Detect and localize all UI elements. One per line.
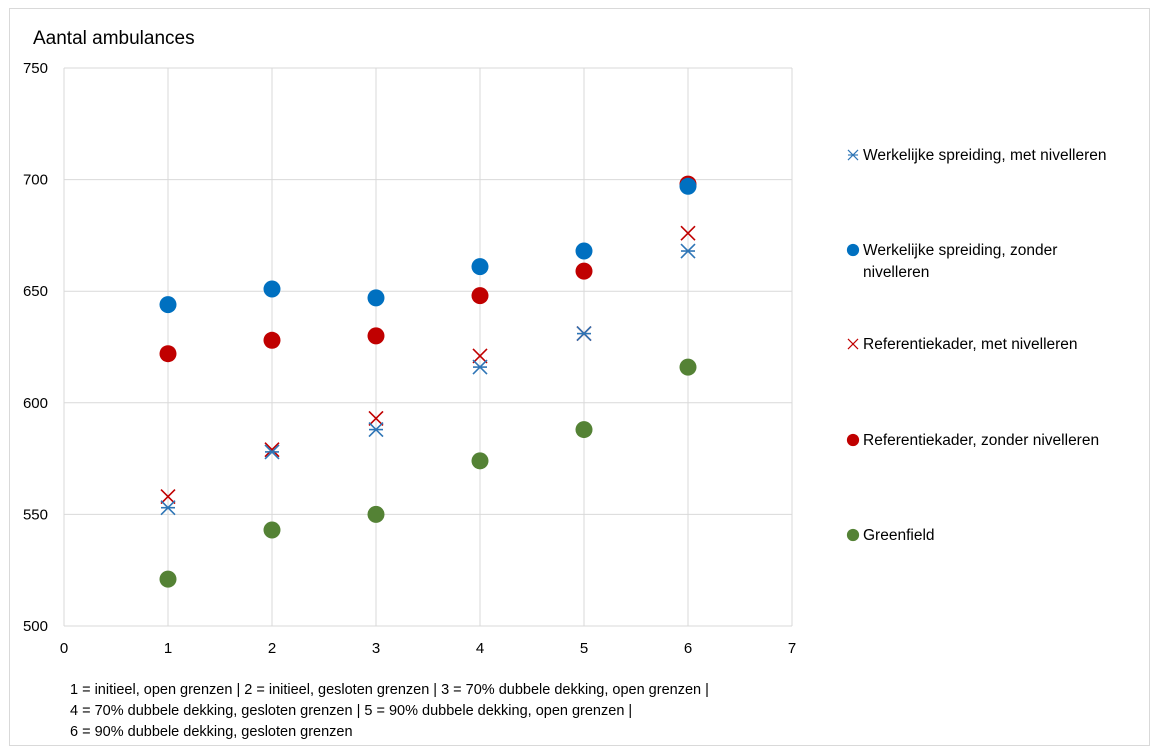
x-tick-label: 0 <box>60 640 68 657</box>
legend-item: Referentiekader, met nivelleren <box>847 336 1078 353</box>
x-tick-label: 6 <box>684 640 692 657</box>
data-point <box>264 444 280 460</box>
legend-marker <box>847 149 859 161</box>
legend-marker <box>847 338 859 350</box>
legend-marker-shape <box>846 433 860 447</box>
legend-item: Greenfield <box>846 527 935 544</box>
legend: Werkelijke spreiding, met nivelleren Werk… <box>846 147 1107 544</box>
legend-label: Referentiekader, met nivelleren <box>863 336 1078 353</box>
legend-label: Referentiekader, zonder nivelleren <box>863 432 1099 449</box>
y-tick-label: 650 <box>23 283 48 300</box>
data-point-shape <box>575 421 593 439</box>
x-tick-label: 5 <box>580 640 588 657</box>
grid <box>63 67 793 627</box>
data-point <box>160 488 176 505</box>
footnote-line: 6 = 90% dubbele dekking, gesloten grenze… <box>70 724 353 740</box>
x-tick-label: 4 <box>476 640 484 657</box>
data-point <box>263 280 281 298</box>
data-point-shape <box>263 280 281 298</box>
data-point-shape <box>159 570 177 588</box>
data-point-shape <box>575 242 593 260</box>
x-tick-label: 1 <box>164 640 172 657</box>
data-point <box>680 243 696 259</box>
legend-marker <box>846 528 860 542</box>
legend-marker-stroke <box>847 338 859 350</box>
data-point <box>680 225 696 241</box>
data-point <box>367 505 385 523</box>
x-tick-label: 2 <box>268 640 276 657</box>
data-point <box>472 359 488 375</box>
data-point-stroke <box>160 488 176 505</box>
data-point <box>264 442 280 458</box>
legend-marker <box>846 433 860 447</box>
legend-item: Werkelijke spreiding, met nivelleren <box>847 147 1107 164</box>
footnote-line: 4 = 70% dubbele dekking, gesloten grenze… <box>70 703 632 719</box>
legend-label: Werkelijke spreiding, zonder <box>863 242 1057 259</box>
y-tick-label: 700 <box>23 172 48 189</box>
data-point <box>367 289 385 307</box>
data-point <box>368 410 384 426</box>
data-point <box>263 521 281 539</box>
y-axis-title: Aantal ambulances <box>33 28 195 49</box>
legend-item: Werkelijke spreiding, zonder nivelleren <box>846 242 1057 281</box>
data-point <box>575 262 593 280</box>
data-point-shape <box>575 262 593 280</box>
data-point-stroke <box>680 225 696 241</box>
footnote-line: 1 = initieel, open grenzen | 2 = initiee… <box>70 682 709 698</box>
data-point-shape <box>679 358 697 376</box>
data-point-shape <box>367 505 385 523</box>
data-point-stroke <box>264 442 280 458</box>
legend-label: Werkelijke spreiding, met nivelleren <box>863 147 1107 164</box>
footnote: 1 = initieel, open grenzen | 2 = initiee… <box>70 682 709 740</box>
chart-frame <box>9 8 1150 746</box>
y-tick-label: 750 <box>23 60 48 77</box>
data-point <box>472 348 488 364</box>
y-tick-label: 550 <box>23 506 48 523</box>
legend-marker <box>846 243 860 257</box>
data-point <box>367 327 385 345</box>
data-point-shape <box>471 452 489 470</box>
data-point <box>159 296 177 314</box>
data-point-shape <box>367 327 385 345</box>
data-point-shape <box>679 177 697 195</box>
legend-label: Greenfield <box>863 527 935 544</box>
data-point <box>575 242 593 260</box>
data-point <box>471 258 489 276</box>
legend-marker-shape <box>846 243 860 257</box>
x-tick-label: 7 <box>788 640 796 657</box>
data-point <box>679 177 697 195</box>
data-point-shape <box>263 331 281 349</box>
legend-marker-shape <box>846 528 860 542</box>
x-tick-label: 3 <box>372 640 380 657</box>
data-point-shape <box>263 521 281 539</box>
data-point <box>159 570 177 588</box>
data-point <box>160 500 176 516</box>
data-point <box>575 421 593 439</box>
data-point-shape <box>159 345 177 363</box>
data-point-stroke <box>368 410 384 426</box>
data-point <box>263 331 281 349</box>
data-point <box>471 287 489 305</box>
data-point-shape <box>367 289 385 307</box>
data-points <box>159 175 697 588</box>
data-point <box>471 452 489 470</box>
data-point <box>679 358 697 376</box>
data-point-shape <box>471 258 489 276</box>
data-point-stroke <box>472 348 488 364</box>
data-point <box>576 326 592 342</box>
y-tick-label: 600 <box>23 395 48 412</box>
y-tick-label: 500 <box>23 618 48 635</box>
data-point <box>159 345 177 363</box>
data-point-shape <box>471 287 489 305</box>
data-point <box>368 422 384 438</box>
data-point-shape <box>159 296 177 314</box>
legend-item: Referentiekader, zonder nivelleren <box>846 432 1099 449</box>
tick-labels: 0 1 2 3 4 5 6 7 500 550 600 650 700 750 <box>23 60 796 657</box>
legend-label: nivelleren <box>863 264 929 281</box>
